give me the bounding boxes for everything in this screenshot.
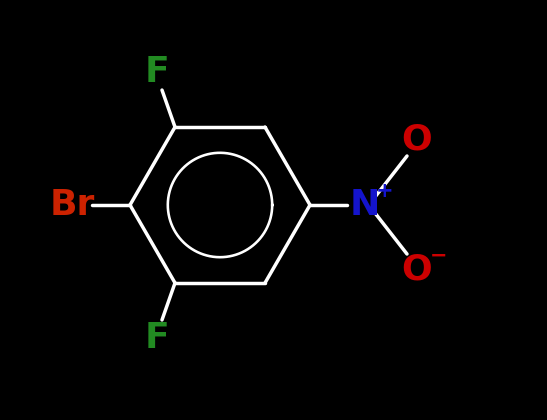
Text: Br: Br [49,188,95,222]
Text: N: N [350,188,380,222]
Text: O: O [401,253,432,287]
Text: O: O [401,123,432,157]
Text: −: − [430,246,448,266]
Text: F: F [144,55,170,89]
Text: +: + [376,181,394,201]
Text: F: F [144,321,170,355]
